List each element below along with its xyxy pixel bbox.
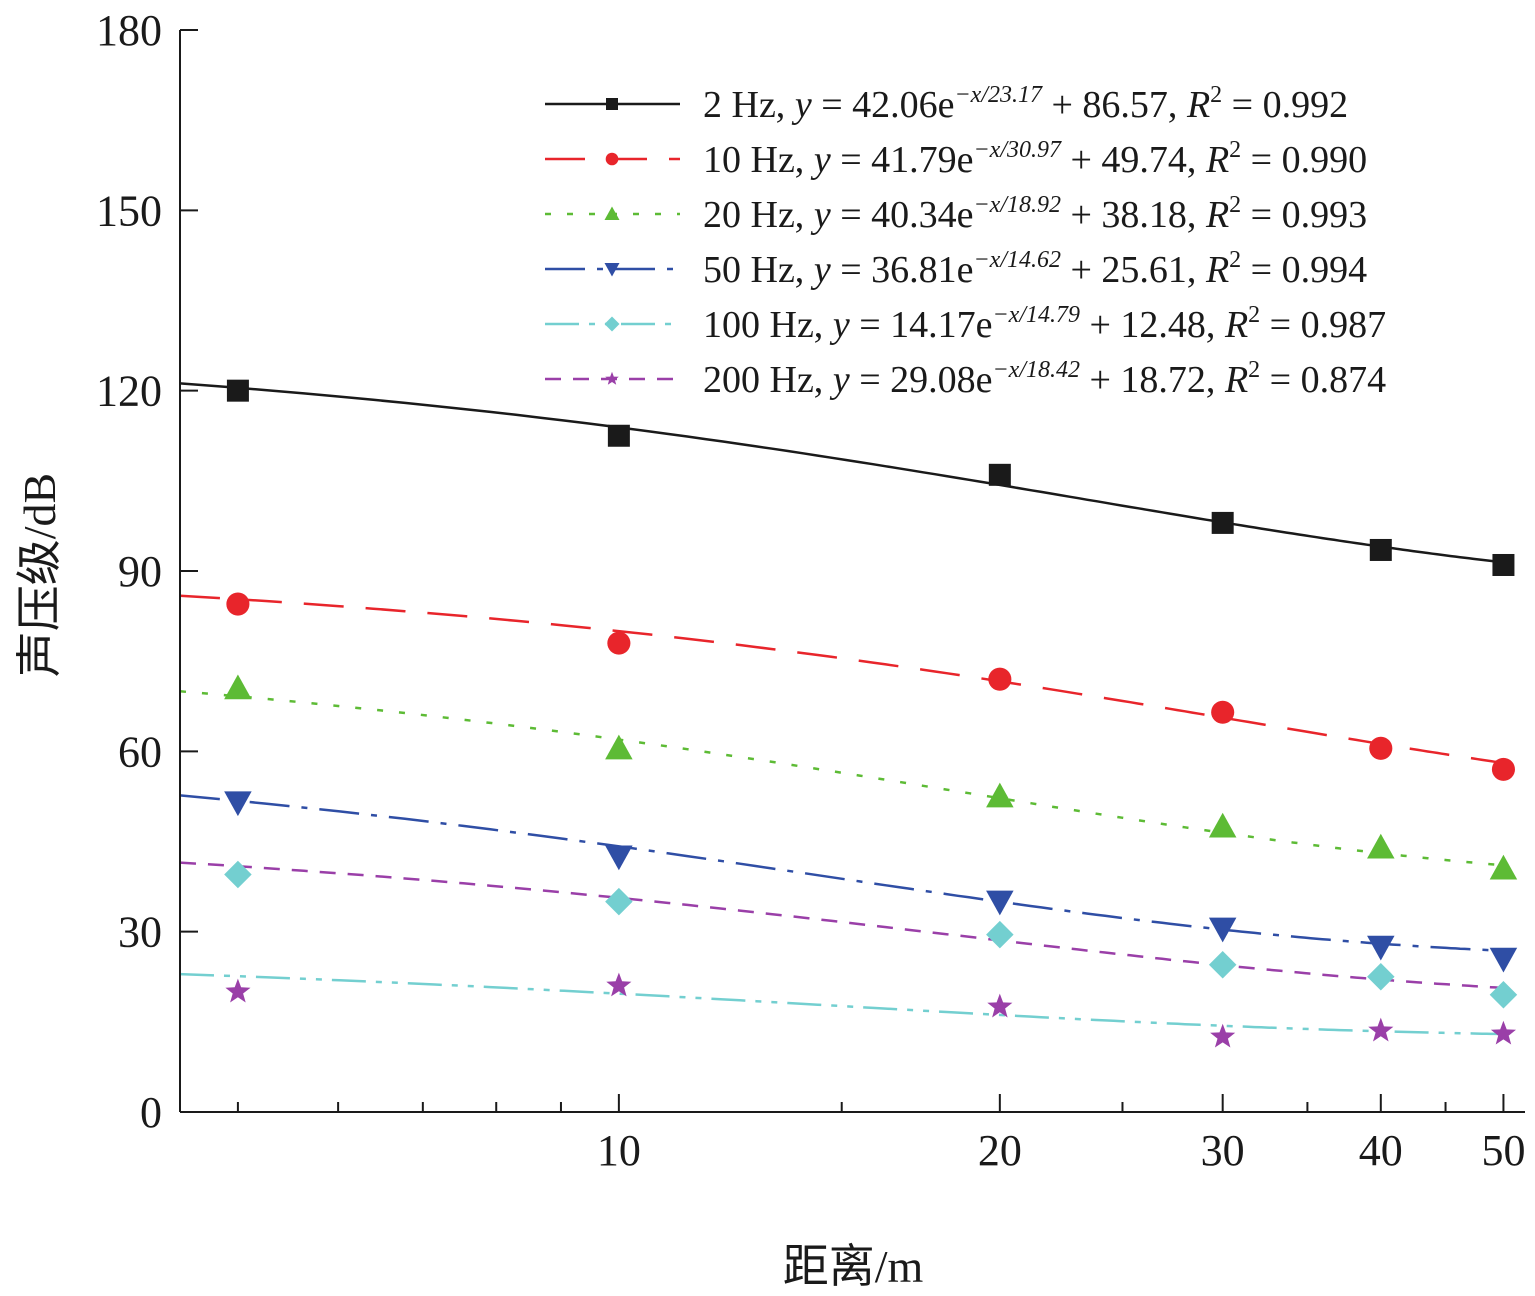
legend-entry-20hz: 20 Hz, y = 40.34e−x/18.92 + 38.18, R2 = … xyxy=(703,192,1367,236)
data-point-50hz xyxy=(986,890,1014,916)
axes: 0 30 60 90 120 150 180 10 20 30 40 50 xyxy=(96,6,1525,1175)
data-point-2hz xyxy=(1211,511,1234,534)
data-point-10hz xyxy=(607,631,631,655)
data-point-50hz xyxy=(605,845,633,871)
data-point-2hz xyxy=(1492,553,1515,576)
fit-curve-200hz xyxy=(179,861,1504,990)
x-tick-label: 20 xyxy=(978,1126,1022,1175)
x-axis-title: 距离/m xyxy=(783,1241,924,1292)
data-point-20hz xyxy=(224,674,252,700)
fit-curve-2hz xyxy=(179,382,1504,564)
data-point-10hz xyxy=(1211,700,1235,724)
fit-curve-100hz xyxy=(179,972,1504,1036)
data-point-100hz xyxy=(224,860,252,889)
x-tick-label: 30 xyxy=(1201,1126,1245,1175)
legend: 2 Hz, y = 42.06e−x/23.17 + 86.57, R2 = 0… xyxy=(545,82,1386,401)
legend-entry-200hz: 200 Hz, y = 29.08e−x/18.42 + 18.72, R2 =… xyxy=(703,357,1386,401)
y-tick-label: 60 xyxy=(118,727,162,776)
x-tick-label: 50 xyxy=(1481,1126,1525,1175)
y-tick-label: 120 xyxy=(96,367,162,416)
data-point-100hz xyxy=(1489,981,1518,1009)
data-point-50hz xyxy=(1208,917,1237,943)
fit-curve-10hz xyxy=(179,594,1504,765)
y-tick-label: 90 xyxy=(118,547,162,596)
data-point-10hz xyxy=(988,667,1012,691)
y-tick-label: 180 xyxy=(96,6,162,55)
data-point-2hz xyxy=(988,463,1011,486)
data-point-20hz xyxy=(986,782,1014,808)
legend-marker xyxy=(604,206,620,220)
data-point-50hz xyxy=(224,791,252,817)
fit-curve-50hz xyxy=(179,794,1504,953)
data-point-50hz xyxy=(1489,947,1518,973)
data-point-2hz xyxy=(607,424,630,447)
data-point-200hz xyxy=(1368,1017,1394,1042)
data-point-20hz xyxy=(1208,812,1237,838)
x-tick-label: 40 xyxy=(1359,1126,1403,1175)
legend-marker xyxy=(604,316,620,332)
data-point-100hz xyxy=(605,887,633,916)
data-point-100hz xyxy=(1208,950,1237,979)
legend-entry-100hz: 100 Hz, y = 14.17e−x/14.79 + 12.48, R2 =… xyxy=(703,302,1386,346)
data-point-200hz xyxy=(1490,1020,1516,1045)
legend-marker xyxy=(605,152,619,166)
data-point-200hz xyxy=(987,993,1013,1018)
data-markers xyxy=(224,379,1518,1048)
data-point-20hz xyxy=(1489,854,1518,880)
y-tick-label: 30 xyxy=(118,908,162,957)
legend-entry-2hz: 2 Hz, y = 42.06e−x/23.17 + 86.57, R2 = 0… xyxy=(703,82,1348,126)
data-point-20hz xyxy=(1367,833,1395,859)
legend-marker xyxy=(606,98,618,110)
data-point-10hz xyxy=(226,592,250,616)
data-point-200hz xyxy=(225,978,251,1003)
data-point-10hz xyxy=(1491,757,1515,781)
data-point-100hz xyxy=(1367,963,1395,991)
legend-entry-10hz: 10 Hz, y = 41.79e−x/30.97 + 49.74, R2 = … xyxy=(703,137,1367,181)
data-point-2hz xyxy=(1369,538,1392,561)
y-tick-label: 150 xyxy=(96,186,162,235)
data-point-100hz xyxy=(986,920,1014,949)
data-point-200hz xyxy=(606,972,632,997)
data-point-200hz xyxy=(1210,1023,1236,1048)
fit-curve-20hz xyxy=(179,690,1504,867)
data-point-20hz xyxy=(605,734,633,760)
y-tick-label: 0 xyxy=(140,1088,162,1137)
data-point-10hz xyxy=(1369,736,1393,760)
legend-marker xyxy=(605,371,619,385)
y-axis-title: 声压级/dB xyxy=(14,473,65,677)
data-point-50hz xyxy=(1367,935,1395,961)
data-point-2hz xyxy=(226,379,249,402)
fit-curves xyxy=(179,382,1504,1036)
legend-entry-50hz: 50 Hz, y = 36.81e−x/14.62 + 25.61, R2 = … xyxy=(703,247,1367,291)
legend-marker xyxy=(604,263,620,277)
x-tick-label: 10 xyxy=(597,1126,641,1175)
